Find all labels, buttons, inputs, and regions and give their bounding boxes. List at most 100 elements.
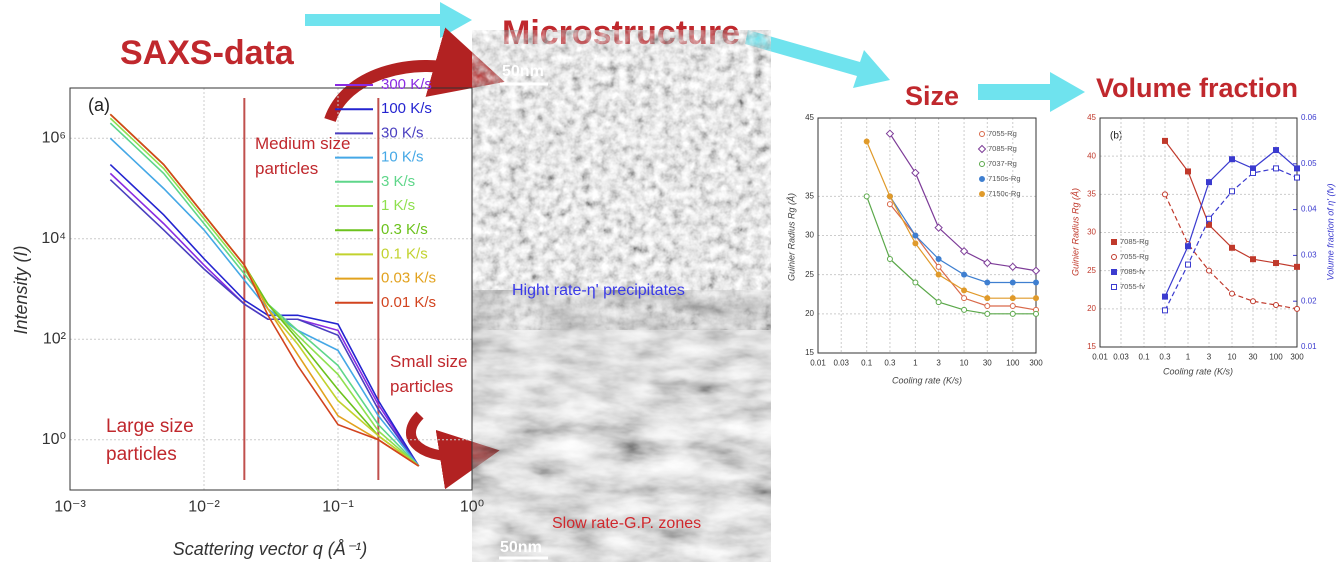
- legend-label: 7150c-Rg: [988, 189, 1021, 198]
- y-tick-label: 10⁰: [42, 431, 66, 448]
- point: [1294, 263, 1300, 270]
- y-axis-label: Intensity (I): [11, 245, 31, 334]
- point: [984, 295, 991, 302]
- curved-arrow: [406, 411, 500, 490]
- x-tick-label: 0.01: [810, 358, 826, 367]
- x-tick-label: 10: [1228, 352, 1237, 361]
- point: [912, 279, 919, 286]
- legend-label: 7055-Rg: [1120, 252, 1149, 261]
- panel-label: (b): [1110, 131, 1122, 142]
- y2-tick-label: 0.06: [1301, 113, 1317, 122]
- x-axis-label: Cooling rate (K/s): [892, 375, 962, 385]
- x-tick-label: 3: [1207, 352, 1212, 361]
- panel-label: (a): [88, 95, 110, 115]
- x-tick-label: 0.1: [1138, 352, 1150, 361]
- point: [1205, 267, 1212, 274]
- point: [1273, 302, 1280, 309]
- point: [886, 201, 893, 208]
- point: [959, 246, 969, 256]
- point: [1009, 303, 1016, 309]
- point: [1185, 243, 1192, 250]
- point: [1111, 269, 1117, 275]
- point: [979, 176, 985, 182]
- point: [984, 279, 991, 286]
- point: [1031, 266, 1041, 275]
- y-axis-label: Guinier Radius Rg (Å): [786, 193, 796, 281]
- y-tick-label: 10²: [43, 330, 67, 347]
- flow-arrow: [745, 30, 890, 88]
- point: [1033, 295, 1039, 302]
- point: [1249, 169, 1256, 176]
- legend-label: 0.01 K/s: [381, 294, 436, 311]
- point: [1229, 156, 1236, 163]
- point: [912, 232, 919, 239]
- point: [979, 191, 985, 197]
- point: [1273, 147, 1280, 154]
- annotation: Small size particles: [390, 352, 468, 396]
- y2-tick-label: 0.03: [1301, 251, 1317, 260]
- point: [979, 161, 985, 167]
- annotation: Medium size particles: [255, 134, 351, 178]
- legend-label: 10 K/s: [381, 149, 424, 166]
- y2-tick-label: 0.04: [1301, 205, 1317, 214]
- y-tick-label: 15: [805, 348, 814, 357]
- point: [1161, 191, 1168, 198]
- x-tick-label: 1: [1186, 352, 1191, 361]
- section-title: SAXS-data: [120, 34, 295, 72]
- point: [1273, 260, 1280, 267]
- y-tick-label: 20: [1087, 304, 1096, 313]
- point: [979, 131, 985, 137]
- tem-image: [497, 315, 746, 562]
- point: [1009, 310, 1016, 317]
- y-tick-label: 10⁴: [41, 230, 66, 247]
- x-axis-label: Scattering vector q (Å⁻¹): [173, 539, 368, 559]
- legend-label: 0.3 K/s: [381, 221, 428, 238]
- y-tick-label: 20: [805, 309, 814, 318]
- point: [983, 258, 992, 268]
- section-title: Size: [905, 81, 959, 111]
- x-tick-label: 100: [1006, 358, 1020, 367]
- x-tick-label: 0.03: [833, 358, 849, 367]
- legend-label: 7085-Rg: [988, 144, 1017, 153]
- point: [1294, 174, 1300, 181]
- x-tick-label: 10: [960, 358, 969, 367]
- point: [1111, 284, 1117, 290]
- tem-image: [497, 55, 746, 305]
- legend-label: 7055-fv: [1120, 282, 1145, 291]
- point: [863, 138, 870, 145]
- point: [912, 240, 919, 247]
- y-tick-label: 45: [1087, 113, 1096, 122]
- legend-label: 30 K/s: [381, 124, 424, 141]
- legend-label: 0.1 K/s: [381, 245, 428, 262]
- plot-frame: [69, 87, 473, 491]
- image-caption: Hight rate-η' precipitates: [512, 282, 685, 299]
- series-line: [1164, 149, 1298, 297]
- y-tick-label: 30: [1087, 228, 1096, 237]
- point: [1111, 239, 1117, 245]
- plot-frame: [1099, 117, 1298, 348]
- x-tick-label: 0.01: [1092, 352, 1108, 361]
- y-tick-label: 10⁶: [42, 129, 66, 146]
- section-title: Microstructure: [502, 14, 740, 52]
- x-tick-label: 300: [1290, 352, 1304, 361]
- point: [935, 299, 942, 306]
- x-tick-label: 30: [1249, 352, 1258, 361]
- point: [863, 193, 870, 200]
- x-axis-label: Cooling rate (K/s): [1163, 366, 1233, 376]
- x-tick-label: 0.1: [861, 358, 873, 367]
- series-line: [866, 196, 1036, 315]
- legend-label: 300 K/s: [381, 76, 432, 93]
- image-caption: Slow rate-G.P. zones: [552, 515, 701, 532]
- series-line: [889, 203, 1037, 311]
- y-tick-label: 35: [1087, 189, 1096, 198]
- point: [1009, 279, 1016, 286]
- point: [1294, 305, 1300, 312]
- point: [934, 223, 943, 232]
- point: [1161, 307, 1168, 314]
- legend-label: 7085-Rg: [1120, 237, 1149, 246]
- point: [1033, 310, 1039, 317]
- y-axis-label: Guinier Radius Rg (Å): [1070, 188, 1080, 276]
- point: [935, 256, 942, 262]
- point: [1009, 295, 1016, 302]
